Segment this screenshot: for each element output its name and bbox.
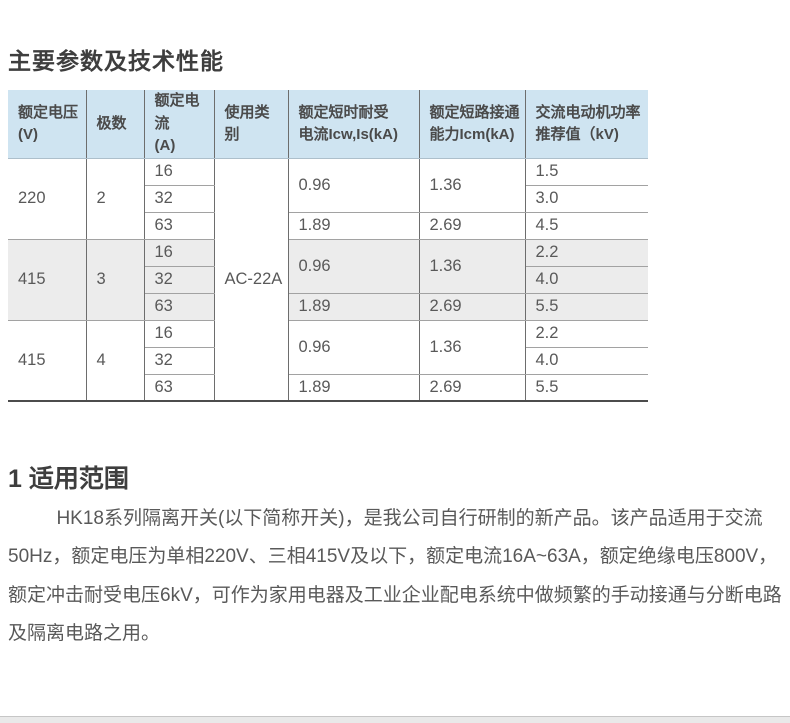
cell-rated-current: 63 xyxy=(144,212,215,240)
cell-icm: 2.69 xyxy=(419,374,526,402)
cell-icw: 1.89 xyxy=(288,293,420,321)
table-row: 63 1.89 2.69 5.5 xyxy=(8,374,648,402)
cell-icm: 2.69 xyxy=(419,293,526,321)
table-row: 32 3.0 xyxy=(8,185,648,213)
header-rated-voltage: 额定电压 (V) xyxy=(8,90,87,159)
table-row: 32 4.0 xyxy=(8,266,648,294)
cell-rated-current: 16 xyxy=(144,320,215,348)
cell-rated-voltage: 415 xyxy=(8,320,87,402)
table-row: 63 1.89 2.69 5.5 xyxy=(8,293,648,321)
cell-motor-power: 1.5 xyxy=(525,158,648,186)
cell-icw: 0.96 xyxy=(288,239,420,294)
cell-rated-current: 16 xyxy=(144,158,215,186)
table-row: 32 4.0 xyxy=(8,347,648,375)
cell-icm: 1.36 xyxy=(419,158,526,213)
cell-motor-power: 4.5 xyxy=(525,212,648,240)
cell-icw: 0.96 xyxy=(288,158,420,213)
cell-rated-voltage: 220 xyxy=(8,158,87,240)
cell-rated-current: 32 xyxy=(144,185,215,213)
cell-usage-category: AC-22A xyxy=(214,158,289,402)
table-row: 63 1.89 2.69 4.5 xyxy=(8,212,648,240)
bottom-divider xyxy=(0,716,790,723)
cell-poles: 2 xyxy=(86,158,145,240)
page-title: 主要参数及技术性能 xyxy=(8,48,224,74)
cell-icw: 1.89 xyxy=(288,212,420,240)
cell-rated-voltage: 415 xyxy=(8,239,87,321)
header-icm: 额定短路接通 能力Icm(kA) xyxy=(419,90,526,159)
section-paragraph: HK18系列隔离开关(以下简称开关)，是我公司自行研制的新产品。该产品适用于交流… xyxy=(8,507,782,645)
cell-motor-power: 4.0 xyxy=(525,347,648,375)
table-header-row: 额定电压 (V) 极数 额定电流 (A) 使用类别 额定短时耐受 电流Icw,I… xyxy=(8,90,648,159)
header-usage-category: 使用类别 xyxy=(214,90,289,159)
cell-motor-power: 5.5 xyxy=(525,374,648,402)
page-content: 主要参数及技术性能 额定电压 (V) 极数 额定电流 (A) 使用类别 额定短时… xyxy=(0,48,790,653)
table-row: 415 3 16 0.96 1.36 2.2 xyxy=(8,239,648,321)
cell-icm: 1.36 xyxy=(419,239,526,294)
cell-rated-current: 16 xyxy=(144,239,215,267)
cell-icm: 1.36 xyxy=(419,320,526,375)
cell-rated-current: 32 xyxy=(144,347,215,375)
cell-motor-power: 4.0 xyxy=(525,266,648,294)
cell-icm: 2.69 xyxy=(419,212,526,240)
cell-rated-current: 63 xyxy=(144,293,215,321)
header-poles: 极数 xyxy=(86,90,145,159)
cell-icw: 1.89 xyxy=(288,374,420,402)
cell-poles: 4 xyxy=(86,320,145,402)
parameters-table: 额定电压 (V) 极数 额定电流 (A) 使用类别 额定短时耐受 电流Icw,I… xyxy=(8,90,648,403)
header-rated-current: 额定电流 (A) xyxy=(144,90,215,159)
cell-motor-power: 2.2 xyxy=(525,239,648,267)
cell-poles: 3 xyxy=(86,239,145,321)
cell-icw: 0.96 xyxy=(288,320,420,375)
cell-rated-current: 63 xyxy=(144,374,215,402)
cell-motor-power: 3.0 xyxy=(525,185,648,213)
header-icw: 额定短时耐受 电流Icw,Is(kA) xyxy=(288,90,420,159)
cell-motor-power: 2.2 xyxy=(525,320,648,348)
cell-motor-power: 5.5 xyxy=(525,293,648,321)
cell-rated-current: 32 xyxy=(144,266,215,294)
section-heading: 1 适用范围 xyxy=(8,465,129,494)
table-row: 220 2 16 AC-22A 0.96 1.36 1.5 xyxy=(8,158,648,402)
header-motor-power: 交流电动机功率 推荐值（kV) xyxy=(525,90,648,159)
table-row: 415 4 16 0.96 1.36 2.2 xyxy=(8,320,648,402)
